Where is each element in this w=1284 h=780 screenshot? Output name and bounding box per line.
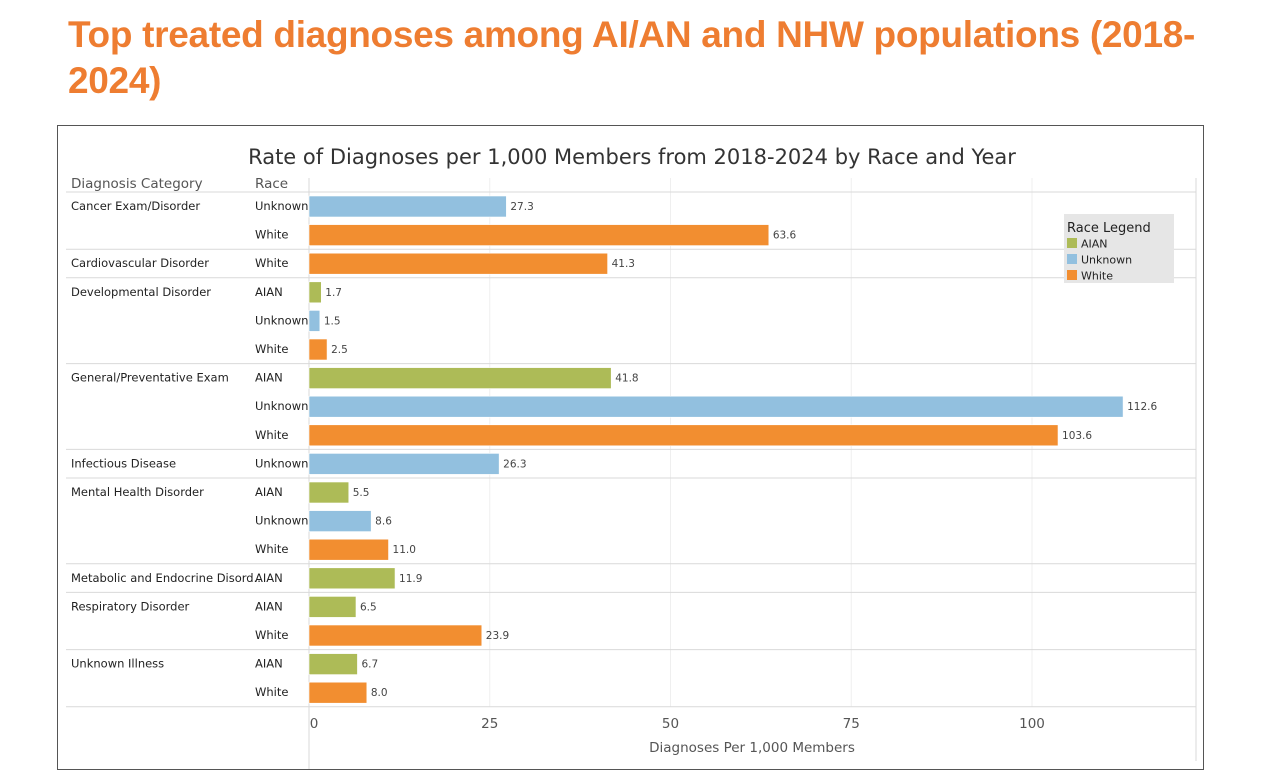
race-label: White bbox=[255, 685, 288, 699]
bar-chart: Rate of Diagnoses per 1,000 Members from… bbox=[66, 145, 1197, 769]
race-label: AIAN bbox=[255, 571, 283, 585]
race-label: Unknown bbox=[255, 313, 308, 327]
x-tick-label: 75 bbox=[843, 716, 860, 732]
category-label: Unknown Illness bbox=[71, 657, 164, 671]
race-label: Unknown bbox=[255, 456, 308, 470]
bar-unknown[interactable] bbox=[308, 310, 321, 332]
race-label: White bbox=[255, 342, 288, 356]
race-label: AIAN bbox=[255, 599, 283, 613]
x-axis-label: Diagnoses Per 1,000 Members bbox=[649, 740, 855, 756]
legend-title: Race Legend bbox=[1067, 221, 1151, 236]
bar-aian[interactable] bbox=[308, 367, 612, 389]
x-axis-ticks: 0 25 50 75 100 bbox=[310, 716, 1045, 732]
category-label: Metabolic and Endocrine Disord.. bbox=[71, 571, 261, 585]
bar-value-label: 26.3 bbox=[503, 458, 526, 470]
bar-value-label: 11.0 bbox=[393, 544, 416, 556]
category-label: Respiratory Disorder bbox=[71, 599, 190, 613]
page-title: Top treated diagnoses among AI/AN and NH… bbox=[68, 14, 1196, 101]
race-label: AIAN bbox=[255, 285, 283, 299]
category-label: General/Preventative Exam bbox=[71, 371, 229, 385]
bar-unknown[interactable] bbox=[308, 510, 372, 532]
chart-frame: Rate of Diagnoses per 1,000 Members from… bbox=[57, 125, 1204, 770]
bar-unknown[interactable] bbox=[308, 453, 500, 475]
row-header-category: Diagnosis Category bbox=[71, 176, 203, 192]
row-header-race: Race bbox=[255, 176, 288, 192]
category-label: Cancer Exam/Disorder bbox=[71, 199, 200, 213]
bar-white[interactable] bbox=[308, 424, 1059, 447]
legend-swatch-aian bbox=[1067, 238, 1077, 248]
legend-label: Unknown bbox=[1081, 254, 1132, 267]
chart-bars: 27.3 63.6 41.3 1.7 1.5 2.5 41.8 112.6 103.6 26.3 5… bbox=[308, 195, 1157, 704]
bar-unknown[interactable] bbox=[308, 395, 1124, 418]
race-label: White bbox=[255, 428, 288, 442]
bar-unknown[interactable] bbox=[308, 195, 507, 218]
bar-white[interactable] bbox=[308, 538, 389, 561]
bar-value-label: 1.7 bbox=[325, 287, 342, 299]
bar-aian[interactable] bbox=[308, 481, 350, 504]
bar-value-label: 41.3 bbox=[612, 258, 635, 270]
bar-value-label: 1.5 bbox=[324, 315, 341, 327]
bar-value-label: 6.5 bbox=[360, 601, 377, 613]
bar-value-label: 5.5 bbox=[353, 487, 370, 499]
category-label: Infectious Disease bbox=[71, 456, 176, 470]
race-label: Unknown bbox=[255, 199, 308, 213]
x-tick-label: 100 bbox=[1019, 716, 1045, 732]
race-label: Unknown bbox=[255, 399, 308, 413]
race-label: Unknown bbox=[255, 514, 308, 528]
bar-value-label: 103.6 bbox=[1062, 430, 1092, 442]
bar-aian[interactable] bbox=[308, 653, 358, 675]
race-label: AIAN bbox=[255, 371, 283, 385]
legend-swatch-white bbox=[1067, 270, 1077, 280]
x-tick-label: 0 bbox=[310, 716, 319, 732]
bar-white[interactable] bbox=[308, 252, 608, 275]
legend-background bbox=[1064, 214, 1174, 283]
race-label: White bbox=[255, 228, 288, 242]
chart-rows: Cancer Exam/Disorder Unknown White Cardiova… bbox=[71, 199, 308, 699]
race-label: White bbox=[255, 628, 288, 642]
bar-aian[interactable] bbox=[308, 596, 357, 618]
category-label: Mental Health Disorder bbox=[71, 485, 204, 499]
bar-value-label: 23.9 bbox=[486, 630, 509, 642]
bar-white[interactable] bbox=[308, 624, 483, 647]
legend-label: White bbox=[1081, 270, 1113, 283]
bar-white[interactable] bbox=[308, 224, 770, 246]
race-label: AIAN bbox=[255, 485, 283, 499]
bar-white[interactable] bbox=[308, 681, 368, 704]
bar-value-label: 11.9 bbox=[399, 573, 422, 585]
legend-label: AIAN bbox=[1081, 238, 1108, 251]
chart-title: Rate of Diagnoses per 1,000 Members from… bbox=[248, 145, 1016, 169]
bar-value-label: 41.8 bbox=[615, 373, 638, 385]
x-tick-label: 50 bbox=[662, 716, 679, 732]
bar-white[interactable] bbox=[308, 338, 328, 361]
gridlines bbox=[66, 178, 1197, 769]
category-label: Cardiovascular Disorder bbox=[71, 256, 209, 270]
bar-value-label: 27.3 bbox=[510, 201, 533, 213]
legend-swatch-unknown bbox=[1067, 254, 1077, 264]
category-label: Developmental Disorder bbox=[71, 285, 211, 299]
legend: Race Legend AIAN Unknown White bbox=[1064, 214, 1174, 283]
bar-value-label: 2.5 bbox=[331, 344, 348, 356]
x-tick-label: 25 bbox=[481, 716, 498, 732]
bar-value-label: 8.0 bbox=[371, 687, 388, 699]
bar-aian[interactable] bbox=[308, 281, 322, 304]
bar-value-label: 63.6 bbox=[773, 230, 797, 242]
race-label: White bbox=[255, 542, 288, 556]
bar-value-label: 8.6 bbox=[375, 516, 392, 528]
race-label: AIAN bbox=[255, 657, 283, 671]
bar-value-label: 6.7 bbox=[361, 659, 378, 671]
bar-value-label: 112.6 bbox=[1127, 401, 1157, 413]
race-label: White bbox=[255, 256, 288, 270]
bar-aian[interactable] bbox=[308, 567, 396, 590]
